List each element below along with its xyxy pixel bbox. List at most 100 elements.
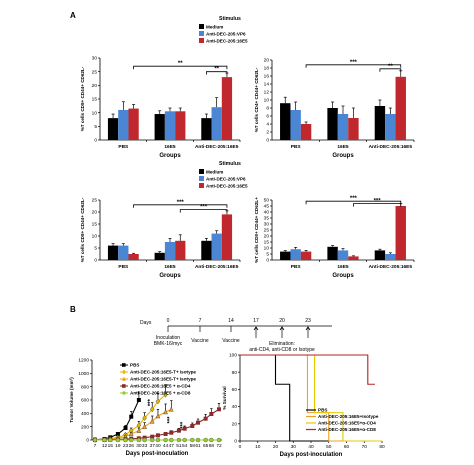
y-tick-label: 0: [86, 438, 89, 444]
x-tick-label: 12: [102, 443, 108, 449]
day-label: 20: [279, 318, 285, 324]
legend-label: PBS: [130, 363, 139, 368]
bar: [164, 242, 176, 260]
legend-label: Anti-DEC-205:16E5 + α-CD8: [130, 391, 191, 396]
data-point: [163, 391, 168, 398]
y-tick-label: 5: [266, 252, 269, 258]
data-point: [108, 437, 113, 443]
legend-label: Anti-DEC-205:16E5+α-CD8: [318, 427, 376, 432]
x-tick-label: 19: [115, 443, 121, 449]
significance-label: ***: [350, 60, 358, 66]
data-point: [169, 437, 174, 443]
x-axis-title: Groups: [159, 273, 181, 279]
x-tick-label: 26: [129, 443, 135, 449]
significance-label: **: [214, 67, 219, 73]
arrow-head: [279, 326, 285, 331]
data-point: [150, 434, 155, 439]
significance-bracket: [305, 200, 402, 205]
significance-label: **: [388, 64, 393, 70]
bar: [211, 233, 222, 260]
data-point: [115, 437, 121, 443]
y-tick-label: 15: [264, 240, 270, 246]
y-tick-label: 12: [264, 90, 270, 96]
y-tick-label: 10: [264, 98, 270, 104]
data-point: [190, 437, 195, 443]
x-tick-label: 65: [203, 443, 209, 449]
category-label: PBS: [291, 264, 302, 270]
data-point: [155, 398, 161, 405]
data-point: [163, 437, 168, 443]
legend-swatch-vp6: [199, 31, 204, 36]
significance-label: ***: [374, 199, 382, 205]
x-axis-title: Groups: [332, 273, 354, 279]
category-label: 16E5: [337, 144, 349, 150]
x-tick-label: 51: [176, 443, 182, 449]
significance-label: ***: [181, 421, 187, 429]
y-tick-label: 20: [232, 421, 238, 427]
bar: [128, 108, 139, 140]
bar: [280, 251, 291, 260]
legend-label: Anti-DEC-205:16E5-T+ Isotype: [130, 370, 196, 375]
category-label: Anti-DEC-205:16E5: [195, 264, 239, 270]
bar: [280, 103, 291, 140]
legend-label: Anti-DEC-205:16E5 + α-CD4: [130, 384, 191, 389]
bar: [374, 250, 386, 260]
elimination-label: Elimination:: [269, 341, 295, 347]
x-tick-label: 0: [239, 444, 242, 450]
significance-label: ***: [177, 200, 185, 206]
data-point: [115, 432, 120, 436]
data-point: [129, 414, 134, 419]
y-tick-label: 0: [266, 258, 269, 264]
x-tick-label: 58: [190, 443, 196, 449]
x-axis-title: Days post-inoculation: [126, 451, 189, 457]
data-point: [142, 423, 147, 429]
arrow-head: [253, 326, 259, 331]
y-tick-label: 4: [266, 122, 269, 128]
data-point: [169, 406, 174, 412]
legend-label: Anti-DEC-205:16E5+α-CD4: [318, 421, 376, 426]
data-point: [216, 437, 222, 443]
y-tick-label: 5: [94, 246, 97, 252]
x-axis-title: Groups: [332, 153, 354, 159]
x-tick-label: 47: [169, 443, 175, 449]
y-tick-label: 200: [81, 424, 89, 430]
y-tick-label: 20: [92, 210, 98, 216]
data-point: [190, 424, 195, 428]
event-label: Inoculation: [156, 335, 180, 341]
bar: [128, 254, 139, 260]
y-axis-title: % Survival: [222, 386, 227, 409]
bar: [337, 250, 349, 260]
y-tick-label: 800: [81, 384, 89, 390]
x-tick-label: 80: [379, 444, 385, 450]
x-tick-label: 30: [136, 443, 142, 449]
legend-marker: [122, 363, 126, 367]
y-axis-title: %T cells CD8+ CD44+ CD62L+: [254, 197, 259, 263]
data-point: [217, 407, 221, 412]
x-tick-label: 72: [216, 443, 222, 449]
bar: [118, 245, 129, 260]
x-tick-label: 50: [326, 444, 332, 450]
legend-marker: [122, 376, 126, 381]
x-tick-label: 61: [195, 443, 201, 449]
data-point: [123, 437, 128, 443]
x-tick-label: 7: [94, 443, 97, 449]
y-tick-label: 25: [92, 198, 98, 204]
x-tick-label: 23: [123, 443, 129, 449]
data-point: [209, 412, 214, 416]
legend-label-16e5: Anti-DEC-205:16E5: [206, 39, 248, 44]
bar: [290, 249, 301, 260]
bar: [385, 254, 396, 260]
y-axis-title: %T cells CD4+ CD44+ CD62L-: [254, 67, 259, 132]
y-axis-title: %T cells CD8+ CD44+ CD62L-: [80, 197, 85, 262]
category-label: 16E5: [164, 264, 176, 270]
bar: [175, 240, 186, 260]
legend2-swatch-16e5: [199, 183, 204, 188]
y-tick-label: 100: [229, 353, 237, 359]
y-tick-label: 15: [92, 97, 98, 103]
bar: [348, 118, 359, 140]
category-label: Anti-DEC-205:16E5: [195, 144, 239, 150]
legend2-label-16e5: Anti-DEC-205:16E5: [206, 184, 248, 189]
legend-a-mid: Stimulus Medium Anti-DEC-205:VP6 Anti-DE…: [199, 161, 248, 189]
